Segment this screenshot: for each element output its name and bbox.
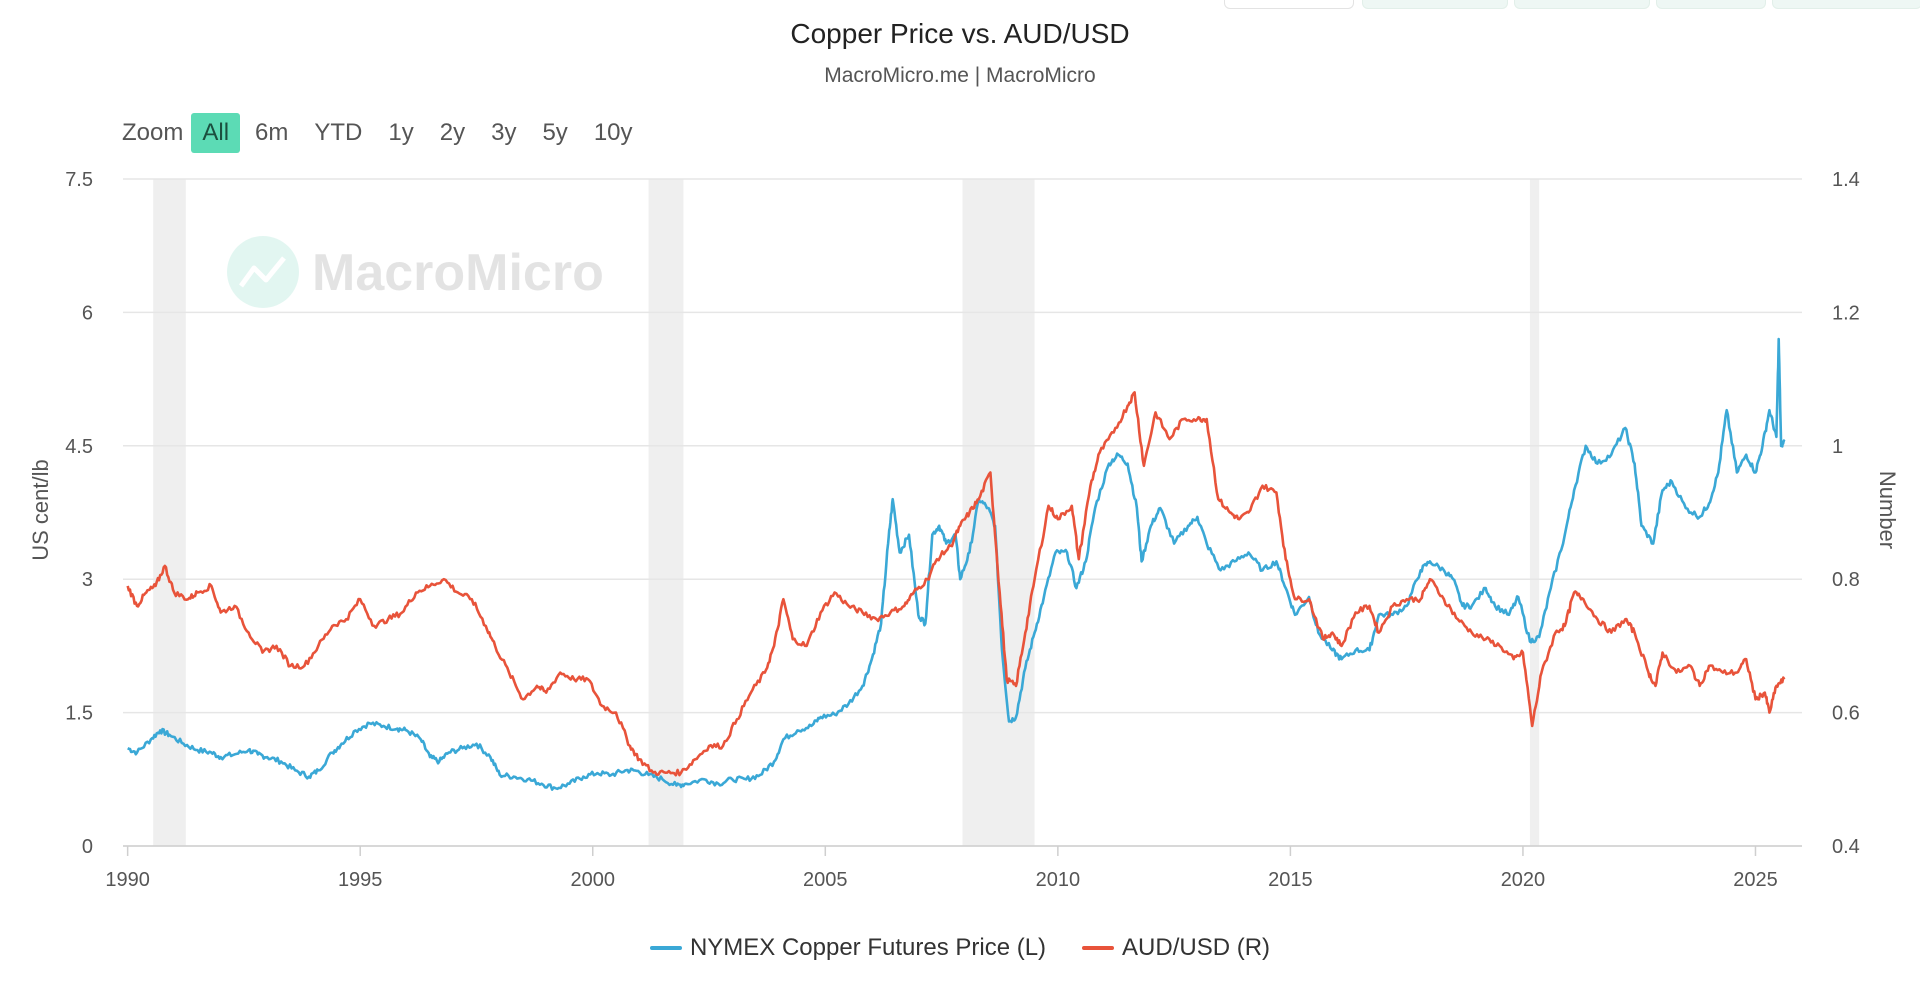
- zoom-all-button[interactable]: All: [191, 113, 241, 153]
- watermark: MacroMicro: [227, 236, 604, 308]
- legend-swatch-copper: [649, 946, 682, 950]
- x-tick-label: 2020: [1501, 869, 1546, 891]
- y-tick-label-right: 0.8: [1832, 569, 1860, 591]
- zoom-ytd-button[interactable]: YTD: [314, 119, 363, 146]
- y-tick-label-right: 1.4: [1832, 169, 1860, 191]
- zoom-6m-button[interactable]: 6m: [255, 119, 289, 146]
- y-tick-label-right: 1: [1832, 436, 1843, 458]
- y-tick-label-left: 6: [82, 302, 93, 324]
- recession-band: [648, 179, 684, 846]
- zoom-2y-button[interactable]: 2y: [439, 119, 466, 146]
- zoom-5y-button[interactable]: 5y: [542, 119, 568, 146]
- recession-bands: [153, 179, 1540, 846]
- x-tick-label: 2015: [1268, 869, 1313, 891]
- x-tick-label: 1990: [105, 869, 150, 891]
- toolbar-stub[interactable]: [1514, 0, 1650, 9]
- zoom-3y-button[interactable]: 3y: [491, 119, 517, 146]
- line-chart-icon: [227, 236, 299, 308]
- top-toolbar-stubs: [0, 0, 1920, 12]
- watermark-text: MacroMicro: [312, 244, 604, 302]
- x-tick-label: 1995: [338, 869, 383, 891]
- y-tick-label-left: 3: [82, 569, 93, 591]
- toolbar-stub[interactable]: [1772, 0, 1920, 9]
- legend-swatch-aud: [1082, 946, 1115, 950]
- y-tick-label-left: 0: [82, 836, 93, 858]
- x-tick-label: 2000: [570, 869, 615, 891]
- y-tick-label-left: 1.5: [65, 703, 93, 725]
- aud-series-line: [126, 391, 1786, 777]
- zoom-1y-button[interactable]: 1y: [388, 119, 414, 146]
- y-tick-label-right: 0.4: [1832, 836, 1860, 858]
- toolbar-stub[interactable]: [1362, 0, 1508, 9]
- y-axis-left-label: US cent/lb: [28, 459, 53, 561]
- x-tick-label: 2010: [1036, 869, 1081, 891]
- y-tick-label-left: 4.5: [65, 436, 93, 458]
- legend-item-aud[interactable]: AUD/USD (R): [1082, 934, 1270, 962]
- y-tick-label-right: 0.6: [1832, 703, 1860, 725]
- recession-band: [962, 179, 1035, 846]
- legend-item-copper[interactable]: NYMEX Copper Futures Price (L): [649, 934, 1047, 962]
- toolbar-stub[interactable]: [1656, 0, 1766, 9]
- legend: NYMEX Copper Futures Price (L) AUD/USD (…: [0, 934, 1920, 962]
- chart-subtitle: MacroMicro.me | MacroMicro: [824, 64, 1096, 87]
- zoom-10y-button[interactable]: 10y: [593, 119, 633, 146]
- watermark-icon-stroke: [238, 256, 286, 288]
- axes: 1990 1995 2000 2005 2010 2015 2020 2025 0 1.5 3 4.5…: [65, 169, 1860, 891]
- legend-label-aud: AUD/USD (R): [1122, 934, 1271, 961]
- chart-title: Copper Price vs. AUD/USD: [790, 18, 1130, 49]
- legend-label-copper: NYMEX Copper Futures Price (L): [689, 934, 1047, 961]
- series-lines: [126, 337, 1786, 791]
- recession-band: [153, 179, 186, 846]
- y-tick-label-right: 1.2: [1832, 302, 1860, 324]
- y-axis-right-label: Number: [1875, 471, 1900, 549]
- toolbar-stub[interactable]: [1224, 0, 1354, 9]
- x-tick-label: 2025: [1733, 869, 1778, 891]
- x-tick-label: 2005: [803, 869, 848, 891]
- zoom-label: Zoom: [122, 119, 184, 146]
- y-tick-label-left: 7.5: [65, 169, 93, 191]
- zoom-bar: Zoom All 6m YTD 1y 2y 3y 5y 10y: [122, 112, 648, 154]
- recession-band: [1529, 179, 1540, 846]
